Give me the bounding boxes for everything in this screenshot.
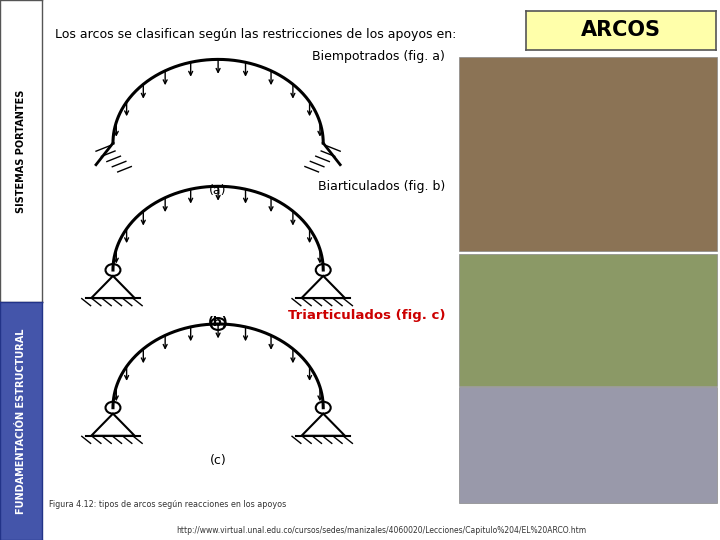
Text: Figura 4.12: tipos de arcos según reacciones en los apoyos: Figura 4.12: tipos de arcos según reacci…: [48, 501, 286, 509]
Text: (b): (b): [208, 316, 228, 329]
Text: (c): (c): [210, 454, 227, 467]
Text: FUNDAMENTACIÓN ESTRUCTURAL: FUNDAMENTACIÓN ESTRUCTURAL: [16, 328, 26, 514]
Text: Biempotrados (fig. a): Biempotrados (fig. a): [312, 50, 445, 63]
Text: ARCOS: ARCOS: [581, 20, 661, 40]
Text: Triarticulados (fig. c): Triarticulados (fig. c): [288, 309, 445, 322]
Text: Los arcos se clasifican según las restricciones de los apoyos en:: Los arcos se clasifican según las restri…: [55, 28, 456, 40]
FancyBboxPatch shape: [459, 387, 716, 503]
FancyBboxPatch shape: [459, 254, 716, 386]
Text: http://www.virtual.unal.edu.co/cursos/sedes/manizales/4060020/Lecciones/Capitulo: http://www.virtual.unal.edu.co/cursos/se…: [176, 526, 586, 535]
Text: (a): (a): [210, 184, 227, 197]
Text: Biarticulados (fig. b): Biarticulados (fig. b): [318, 180, 445, 193]
FancyBboxPatch shape: [459, 57, 716, 251]
Text: SISTEMAS PORTANTES: SISTEMAS PORTANTES: [16, 90, 26, 213]
